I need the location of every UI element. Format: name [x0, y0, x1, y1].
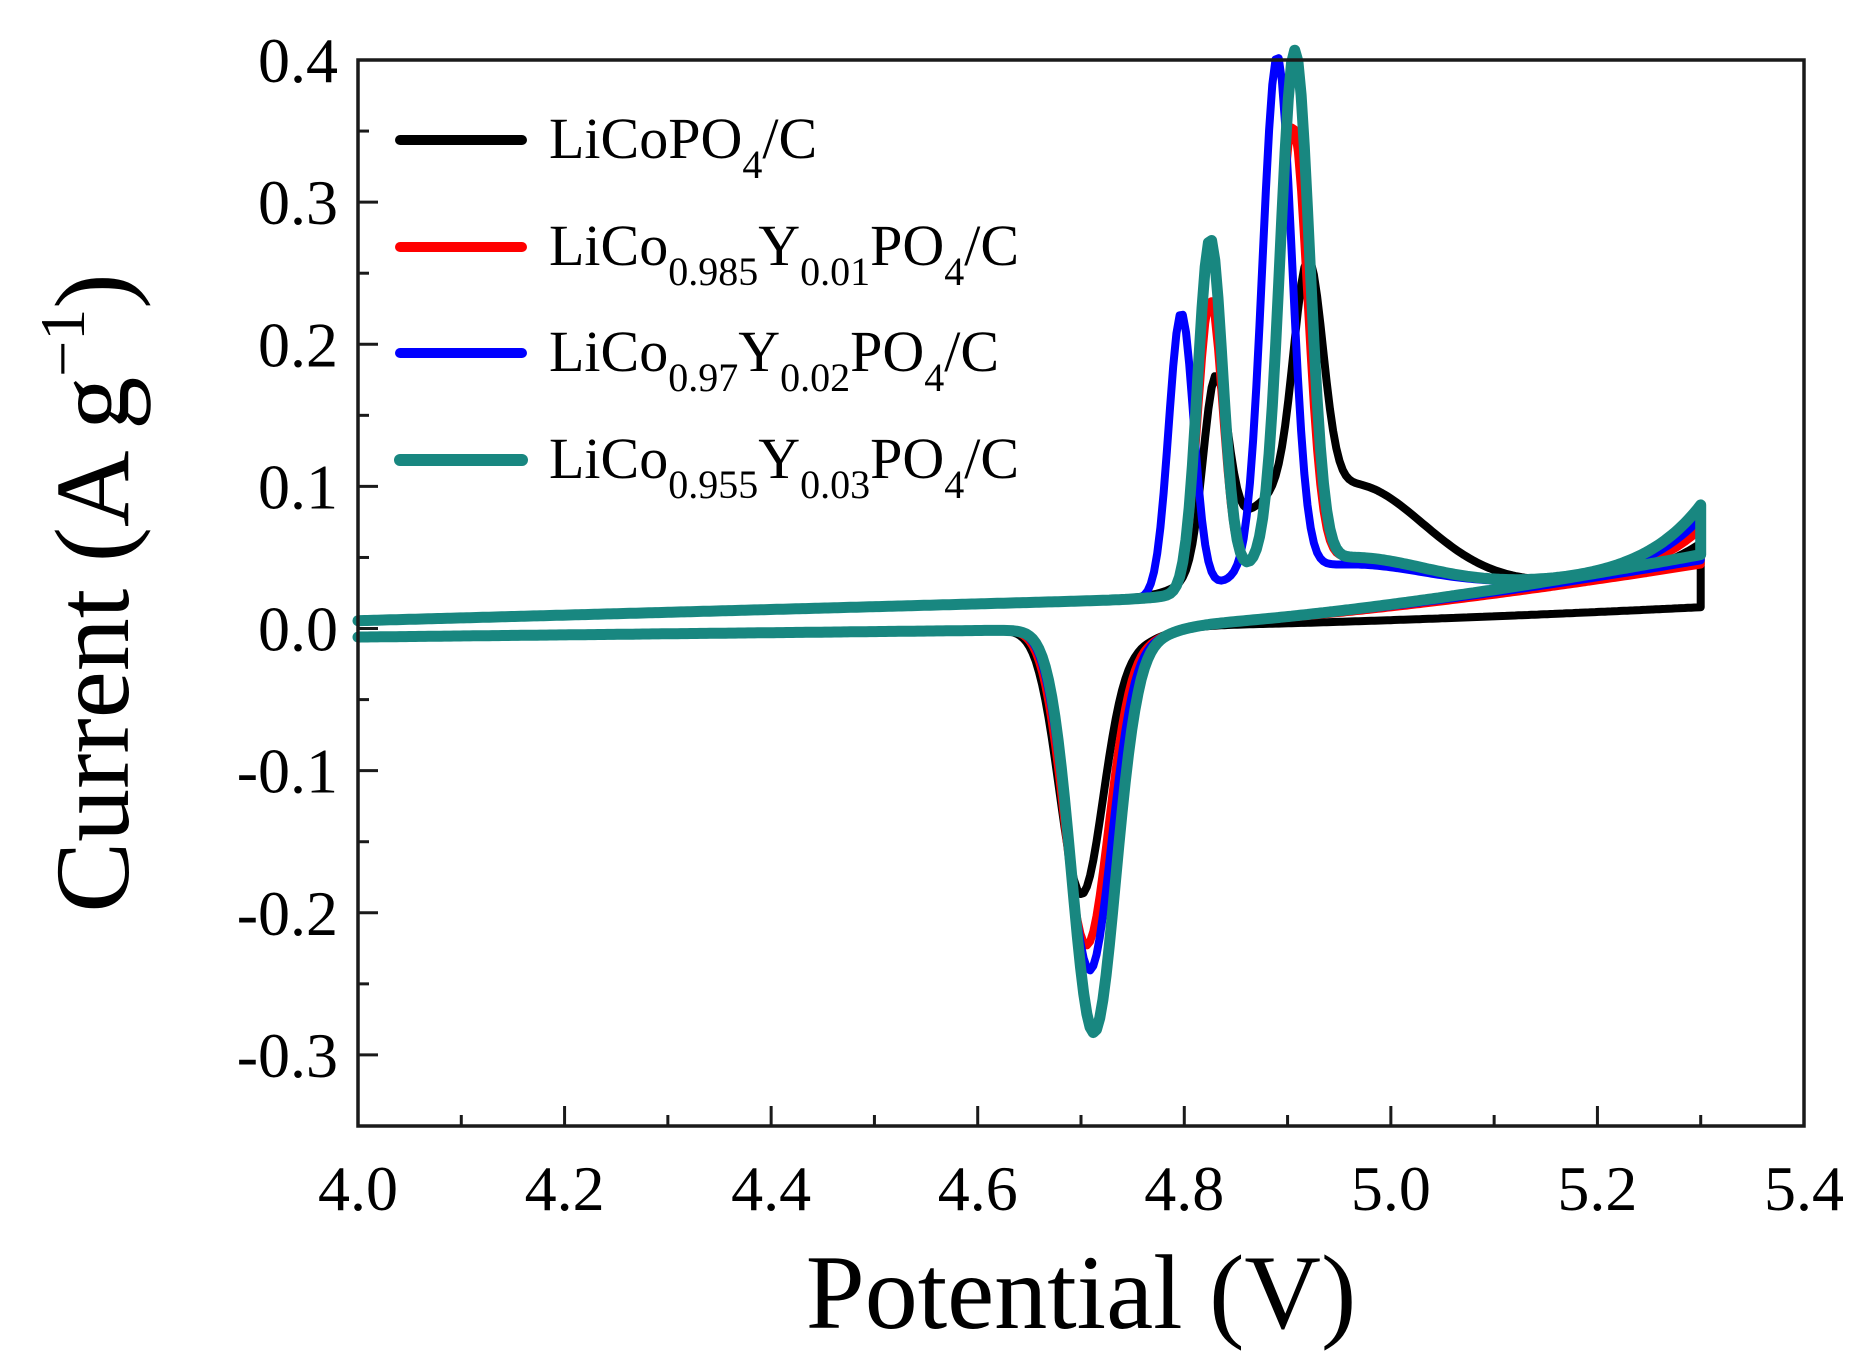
y-axis-title-exponent: −1 [27, 309, 98, 377]
y-tick-label: -0.2 [237, 878, 338, 949]
legend-label: LiCo0.97Y0.02PO4/C [549, 319, 999, 400]
y-axis-title-close: ) [34, 273, 151, 308]
x-tick-label: 4.4 [731, 1153, 811, 1224]
x-tick-label: 5.0 [1351, 1153, 1431, 1224]
legend: LiCoPO4/C LiCo0.985Y0.01PO4/C LiCo0.97Y0.0… [394, 106, 1019, 507]
x-tick-label: 5.4 [1764, 1153, 1844, 1224]
cv-curve-series-3 [354, 54, 1705, 975]
axis-ticks [356, 58, 1806, 1126]
y-axis-title-main: Current (A g [34, 377, 151, 913]
y-axis-title: Current (A g−1) [27, 273, 151, 912]
y-tick-label: 0.0 [258, 594, 338, 665]
y-tick-label: 0.2 [258, 309, 338, 380]
cv-curve-series-4 [352, 44, 1707, 1039]
x-tick-label: 4.6 [938, 1153, 1018, 1224]
x-tick-label: 4.2 [525, 1153, 605, 1224]
x-tick-label: 5.2 [1557, 1153, 1637, 1224]
legend-label: LiCoPO4/C [549, 106, 817, 187]
x-axis-title: Potential (V) [806, 1234, 1357, 1351]
y-tick-label: 0.4 [258, 25, 338, 96]
plot-curves [352, 44, 1707, 1039]
y-tick-label: 0.1 [258, 451, 338, 522]
legend-label: LiCo0.985Y0.01PO4/C [549, 213, 1019, 294]
x-tick-labels: 4.0 4.2 4.4 4.6 4.8 5.0 5.2 5.4 [318, 1153, 1844, 1224]
y-tick-label: -0.1 [237, 736, 338, 807]
x-tick-label: 4.8 [1144, 1153, 1224, 1224]
y-tick-labels: 0.4 0.3 0.2 0.1 0.0 -0.1 -0.2 -0.3 [237, 25, 338, 1091]
y-tick-label: -0.3 [237, 1020, 338, 1091]
x-tick-label: 4.0 [318, 1153, 398, 1224]
legend-label: LiCo0.955Y0.03PO4/C [549, 426, 1019, 507]
y-tick-label: 0.3 [258, 167, 338, 238]
